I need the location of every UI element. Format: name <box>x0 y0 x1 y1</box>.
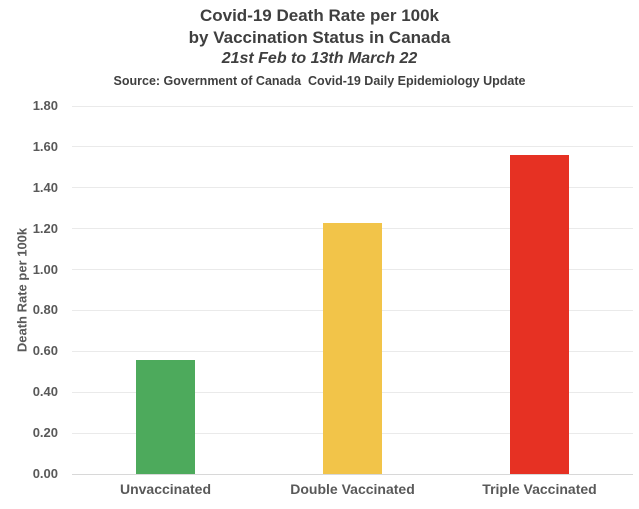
chart-title-line2: by Vaccination Status in Canada <box>188 28 451 47</box>
y-tick-label: 1.00 <box>32 261 58 277</box>
x-axis-label-unvaccinated: Unvaccinated <box>119 481 212 497</box>
gridline <box>72 105 633 107</box>
y-tick-label: 1.60 <box>32 138 58 154</box>
gridline <box>72 146 633 148</box>
y-tick-label: 0.40 <box>32 384 58 400</box>
y-axis-title: Death Rate per 100k <box>14 227 30 353</box>
plot-area <box>72 105 633 475</box>
x-axis-label-double-vaccinated: Double Vaccinated <box>290 481 415 497</box>
y-tick-label: 0.00 <box>32 466 58 481</box>
x-axis-line <box>72 473 633 475</box>
chart-subtitle-date-range: 21st Feb to 13th March 22 <box>221 50 418 67</box>
bar-unvaccinated <box>136 359 195 474</box>
y-tick-label: 0.60 <box>32 343 58 359</box>
chart-source-note: Source: Government of Canada Covid-19 Da… <box>113 74 526 88</box>
y-tick-label: 1.80 <box>32 98 58 113</box>
bar-triple-vaccinated <box>510 155 569 474</box>
y-tick-label: 0.20 <box>32 425 58 441</box>
y-tick-label: 0.80 <box>32 302 58 318</box>
x-axis-label-triple-vaccinated: Triple Vaccinated <box>482 481 597 497</box>
gridline <box>72 187 633 189</box>
chart-title-line1: Covid-19 Death Rate per 100k <box>199 6 440 25</box>
y-tick-label: 1.20 <box>32 220 58 236</box>
y-tick-label: 1.40 <box>32 179 58 195</box>
bar-double-vaccinated <box>323 222 382 474</box>
